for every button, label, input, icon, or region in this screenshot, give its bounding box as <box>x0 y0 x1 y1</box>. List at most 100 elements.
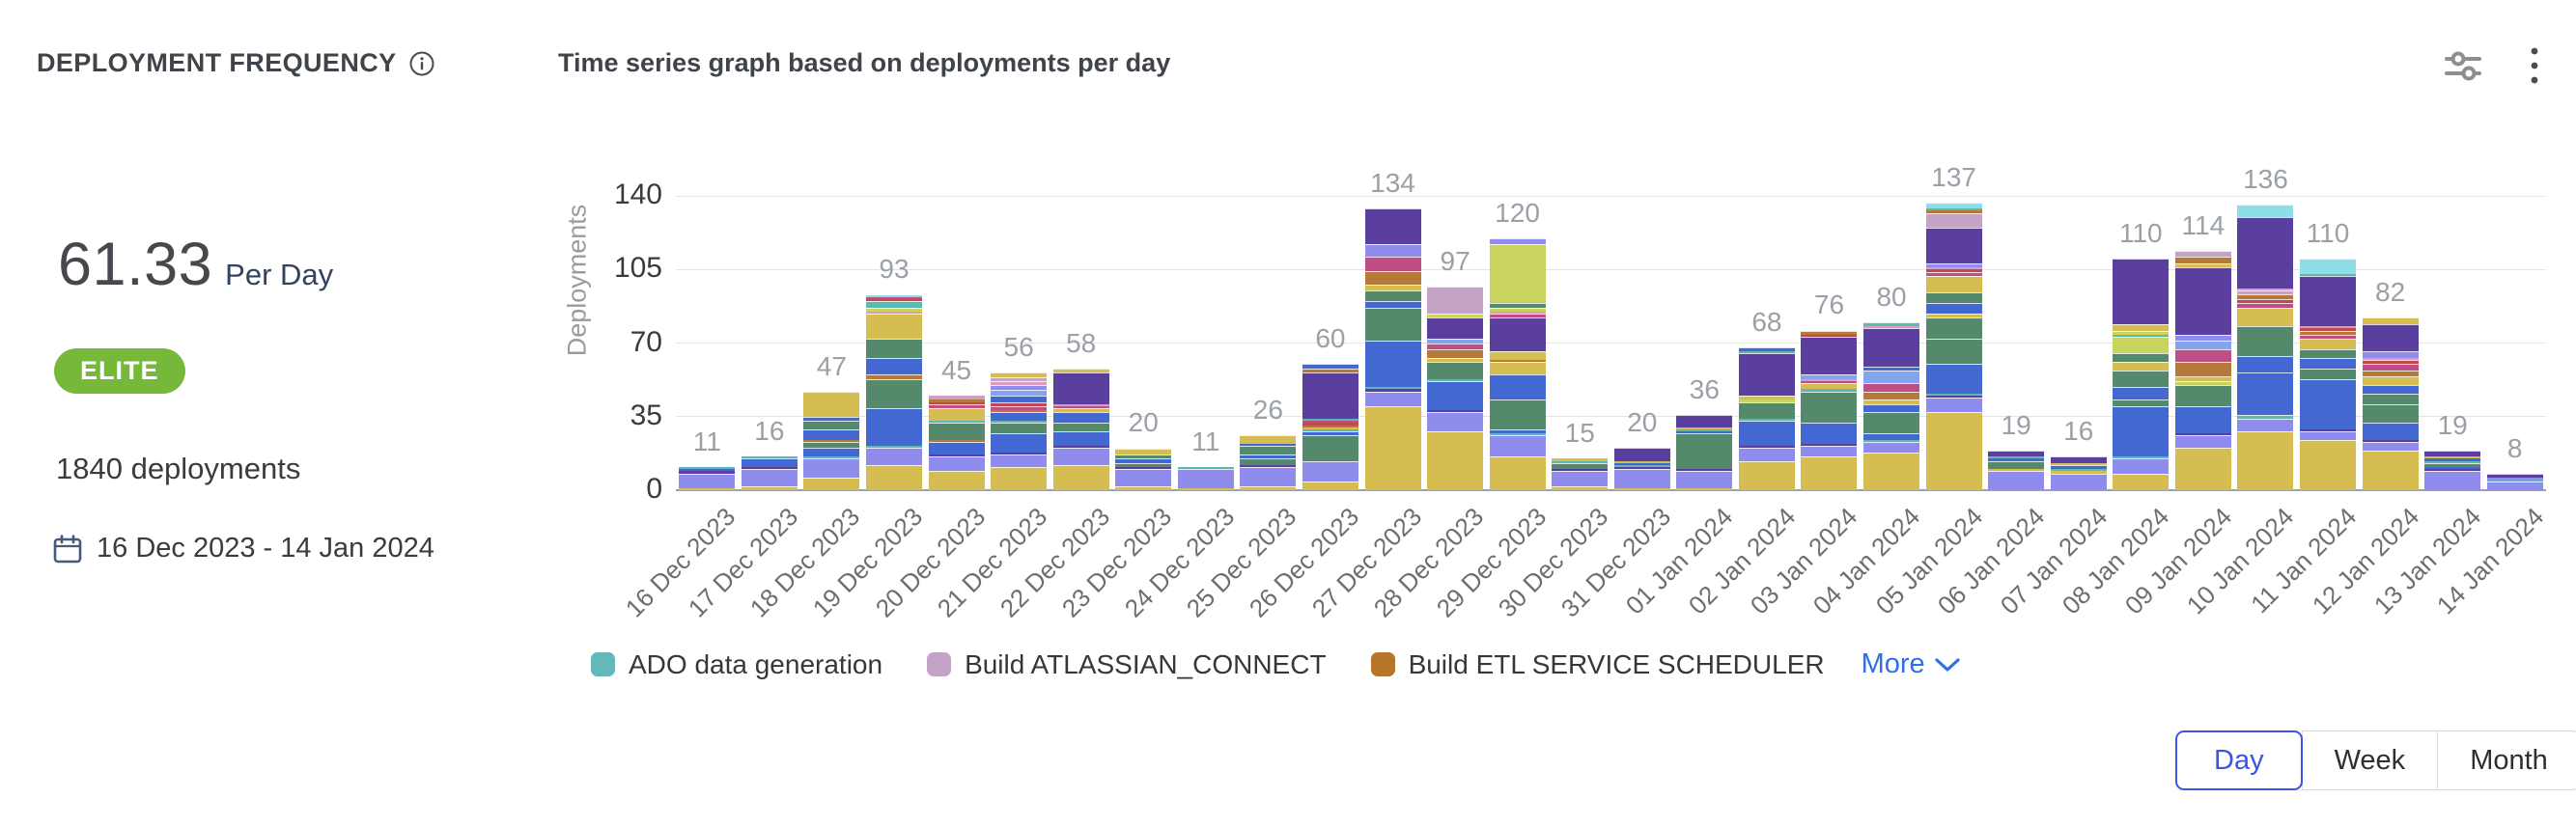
bar-segment <box>1177 469 1234 488</box>
bar-segment <box>1302 368 1358 373</box>
bar-segment <box>2113 399 2170 406</box>
bar-segment <box>1364 405 1421 490</box>
bar-segment <box>991 396 1048 402</box>
bar-14-jan-2024[interactable] <box>2486 473 2543 490</box>
granularity-week-button[interactable]: Week <box>2301 730 2439 790</box>
bar-19-dec-2023[interactable] <box>865 294 922 490</box>
bar-22-dec-2023[interactable] <box>1052 368 1109 490</box>
bar-segment <box>991 423 1048 434</box>
bar-segment <box>1302 460 1358 482</box>
kebab-menu-button[interactable] <box>2526 42 2543 89</box>
gridline-140 <box>676 195 2546 197</box>
legend-item-ado-data-generation[interactable]: ADO data generation <box>591 649 882 680</box>
bar-25-dec-2023[interactable] <box>1240 435 1297 490</box>
bar-07-jan-2024[interactable] <box>2050 456 2107 490</box>
bar-18-dec-2023[interactable] <box>803 391 860 490</box>
granularity-month-button[interactable]: Month <box>2437 730 2576 790</box>
bar-segment <box>1177 467 1234 470</box>
bar-segment <box>1427 286 1484 315</box>
bar-segment <box>1489 435 1546 457</box>
legend-more-link[interactable]: More <box>1862 648 1960 680</box>
bar-segment <box>1863 328 1920 367</box>
chart-title: Time series graph based on deployments p… <box>558 48 1171 77</box>
bar-segment <box>2424 450 2481 457</box>
bar-01-jan-2024[interactable] <box>1676 414 1733 490</box>
bar-09-jan-2024[interactable] <box>2174 250 2231 490</box>
bar-segment <box>2424 458 2481 461</box>
bar-12-jan-2024[interactable] <box>2362 317 2419 490</box>
bar-segment <box>1676 487 1733 490</box>
bar-segment <box>1364 290 1421 301</box>
bar-segment <box>2050 456 2107 463</box>
bar-segment <box>2300 326 2357 329</box>
bar-31-dec-2023[interactable] <box>1613 448 1670 490</box>
bar-27-dec-2023[interactable] <box>1364 208 1421 490</box>
bar-segment <box>1863 382 1920 392</box>
bar-segment <box>803 439 860 442</box>
bar-03-jan-2024[interactable] <box>1801 330 1858 490</box>
bar-segment <box>2237 372 2294 415</box>
bar-23-dec-2023[interactable] <box>1115 448 1172 490</box>
bar-17-dec-2023[interactable] <box>741 456 798 490</box>
bar-segment <box>2300 357 2357 369</box>
bar-08-jan-2024[interactable] <box>2113 259 2170 490</box>
bar-segment <box>2424 471 2481 490</box>
info-icon[interactable] <box>408 50 435 77</box>
bar-13-jan-2024[interactable] <box>2424 450 2481 490</box>
bar-segment <box>1676 469 1733 472</box>
granularity-day-button[interactable]: Day <box>2175 730 2303 790</box>
bar-05-jan-2024[interactable] <box>1925 202 1982 490</box>
bar-segment <box>1489 374 1546 400</box>
bar-06-jan-2024[interactable] <box>1988 450 2045 490</box>
bar-segment <box>1552 485 1609 490</box>
bar-29-dec-2023[interactable] <box>1489 237 1546 490</box>
bar-segment <box>1302 428 1358 432</box>
bar-segment <box>741 456 798 459</box>
bar-segment <box>1801 391 1858 424</box>
bar-segment <box>2050 471 2107 474</box>
bar-segment <box>2237 290 2294 295</box>
bar-16-dec-2023[interactable] <box>679 467 736 490</box>
performance-badge: ELITE <box>54 348 185 394</box>
bar-segment <box>1427 343 1484 350</box>
bar-02-jan-2024[interactable] <box>1738 346 1795 490</box>
legend-item-build-etl-service-scheduler[interactable]: Build ETL SERVICE SCHEDULER <box>1370 649 1825 680</box>
bar-segment <box>1177 487 1234 490</box>
bar-segment <box>991 376 1048 381</box>
bar-segment <box>865 298 922 302</box>
metric-value: 61.33 <box>58 231 213 298</box>
bar-value-label: 11 <box>692 427 721 457</box>
bar-segment <box>2174 250 2231 258</box>
chart-settings-button[interactable] <box>2441 46 2485 85</box>
bar-segment <box>2113 323 2170 331</box>
bar-segment <box>2300 368 2357 379</box>
bar-segment <box>1988 456 2045 459</box>
bar-segment <box>1738 448 1795 461</box>
bar-segment <box>2486 480 2543 482</box>
bar-segment <box>2237 303 2294 308</box>
bar-segment <box>1925 210 1982 213</box>
bar-30-dec-2023[interactable] <box>1552 458 1609 490</box>
bar-20-dec-2023[interactable] <box>928 396 985 490</box>
bar-segment <box>741 469 798 486</box>
bar-segment <box>2300 273 2357 276</box>
bar-segment <box>1489 314 1546 318</box>
bar-segment <box>2174 349 2231 363</box>
bar-21-dec-2023[interactable] <box>991 372 1048 490</box>
bar-segment <box>1676 431 1733 434</box>
bar-segment <box>1863 439 1920 442</box>
bar-value-label: 136 <box>2243 163 2288 194</box>
bar-10-jan-2024[interactable] <box>2237 204 2294 490</box>
bar-26-dec-2023[interactable] <box>1302 364 1358 490</box>
bar-segment <box>1489 237 1546 245</box>
bar-segment <box>928 456 985 472</box>
bar-segment <box>1552 458 1609 461</box>
bar-segment <box>928 439 985 442</box>
bar-11-jan-2024[interactable] <box>2300 259 2357 490</box>
bar-segment <box>679 467 736 470</box>
bar-04-jan-2024[interactable] <box>1863 321 1920 490</box>
legend-item-build-atlassian-connect[interactable]: Build ATLASSIAN_CONNECT <box>927 649 1327 680</box>
bar-segment <box>1052 446 1109 449</box>
bar-28-dec-2023[interactable] <box>1427 286 1484 490</box>
bar-24-dec-2023[interactable] <box>1177 467 1234 490</box>
